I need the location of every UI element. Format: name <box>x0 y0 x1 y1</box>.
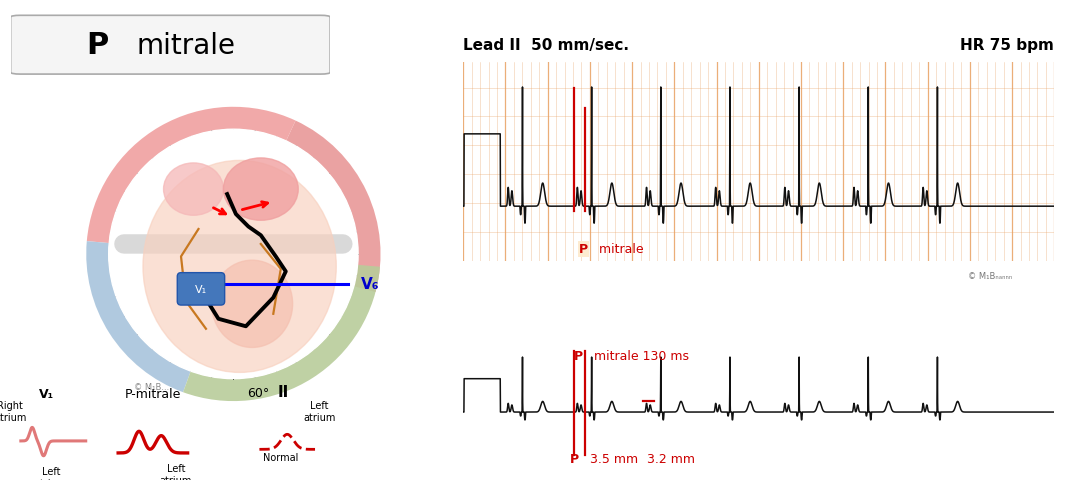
Ellipse shape <box>212 261 293 348</box>
Text: HR 75 bpm: HR 75 bpm <box>961 38 1054 53</box>
Text: mitrale: mitrale <box>595 243 643 256</box>
Text: P: P <box>574 349 583 362</box>
Text: P: P <box>579 243 588 256</box>
Text: Left
atrium: Left atrium <box>35 467 67 480</box>
Text: Left
atrium: Left atrium <box>160 464 192 480</box>
Text: P: P <box>86 31 108 60</box>
Text: mitrale 130 ms: mitrale 130 ms <box>590 349 689 362</box>
Text: P-mitrale: P-mitrale <box>125 387 181 400</box>
Text: Normal: Normal <box>263 452 298 462</box>
Ellipse shape <box>224 158 298 221</box>
Text: © M₁Bₙₐₙₙₙ: © M₁Bₙₐₙₙₙ <box>968 272 1013 280</box>
Text: 60°: 60° <box>247 386 269 399</box>
Ellipse shape <box>143 161 337 372</box>
Text: V₁: V₁ <box>38 387 54 400</box>
Text: © M₁B...: © M₁B... <box>133 382 169 391</box>
Text: II: II <box>278 384 289 399</box>
Text: mitrale: mitrale <box>137 32 235 60</box>
Text: Right
atrium: Right atrium <box>0 400 27 422</box>
FancyBboxPatch shape <box>11 16 330 75</box>
Circle shape <box>109 130 358 379</box>
Text: V₁: V₁ <box>195 284 207 294</box>
Wedge shape <box>86 241 191 392</box>
Text: Left
atrium: Left atrium <box>304 400 335 422</box>
Text: 3.2 mm: 3.2 mm <box>648 452 695 465</box>
Wedge shape <box>286 121 380 292</box>
Text: V₆: V₆ <box>361 277 379 292</box>
Ellipse shape <box>164 164 224 216</box>
Text: Lead II  50 mm/sec.: Lead II 50 mm/sec. <box>463 38 629 53</box>
Text: P: P <box>570 452 579 465</box>
Text: 3.5 mm: 3.5 mm <box>586 452 638 465</box>
FancyBboxPatch shape <box>177 273 225 305</box>
Wedge shape <box>87 108 296 243</box>
Wedge shape <box>183 265 380 401</box>
